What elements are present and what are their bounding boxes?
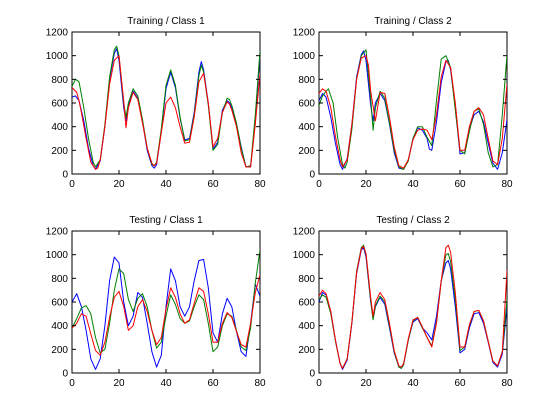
y-tick-label: 200 [51,146,68,157]
series-line-red [72,55,260,170]
x-tick-label: 60 [454,179,466,190]
y-tick-label: 600 [51,99,68,110]
y-tick-label: 800 [298,274,315,285]
x-tick-label: 60 [207,378,219,389]
chart-title: Testing / Class 2 [376,215,450,226]
x-tick-label: 20 [360,378,372,389]
x-tick-label: 80 [501,179,513,190]
y-tick-label: 0 [309,170,315,181]
y-tick-label: 800 [51,75,68,86]
x-tick-label: 40 [407,179,419,190]
series-line-red [319,55,507,169]
chart-title: Testing / Class 1 [129,215,203,226]
x-tick-label: 40 [160,179,172,190]
x-tick-label: 0 [69,179,75,190]
x-tick-label: 0 [316,378,322,389]
x-tick-label: 0 [69,378,75,389]
x-tick-label: 60 [454,378,466,389]
series-line-blue [72,256,260,370]
y-tick-label: 1200 [46,227,69,238]
y-tick-label: 0 [309,369,315,380]
x-tick-label: 40 [160,378,172,389]
y-tick-label: 0 [62,170,68,181]
y-tick-label: 400 [298,122,315,133]
y-tick-label: 1000 [46,250,69,261]
x-tick-label: 20 [113,378,125,389]
y-tick-label: 400 [51,321,68,332]
chart-title: Training / Class 1 [127,16,205,27]
y-tick-label: 800 [51,274,68,285]
y-tick-label: 600 [298,99,315,110]
x-tick-label: 60 [207,179,219,190]
x-tick-label: 20 [113,179,125,190]
y-tick-label: 1000 [293,51,316,62]
y-tick-label: 1200 [293,28,316,39]
axes-frame [318,230,508,374]
y-tick-label: 1000 [293,250,316,261]
series-line-red [319,244,507,369]
y-tick-label: 400 [298,321,315,332]
y-tick-label: 600 [51,298,68,309]
x-tick-label: 80 [254,179,266,190]
chart-title: Training / Class 2 [374,16,452,27]
x-tick-label: 0 [316,179,322,190]
y-tick-label: 0 [62,369,68,380]
axes-frame [318,31,508,175]
y-tick-label: 200 [298,345,315,356]
y-tick-label: 600 [298,298,315,309]
x-tick-label: 40 [407,378,419,389]
y-tick-label: 1200 [293,227,316,238]
series-line-red [72,274,260,356]
x-tick-label: 80 [254,378,266,389]
y-tick-label: 200 [298,146,315,157]
y-tick-label: 400 [51,122,68,133]
y-tick-label: 1200 [46,28,69,39]
y-tick-label: 800 [298,75,315,86]
y-tick-label: 200 [51,345,68,356]
x-tick-label: 80 [501,378,513,389]
x-tick-label: 20 [360,179,372,190]
y-tick-label: 1000 [46,51,69,62]
